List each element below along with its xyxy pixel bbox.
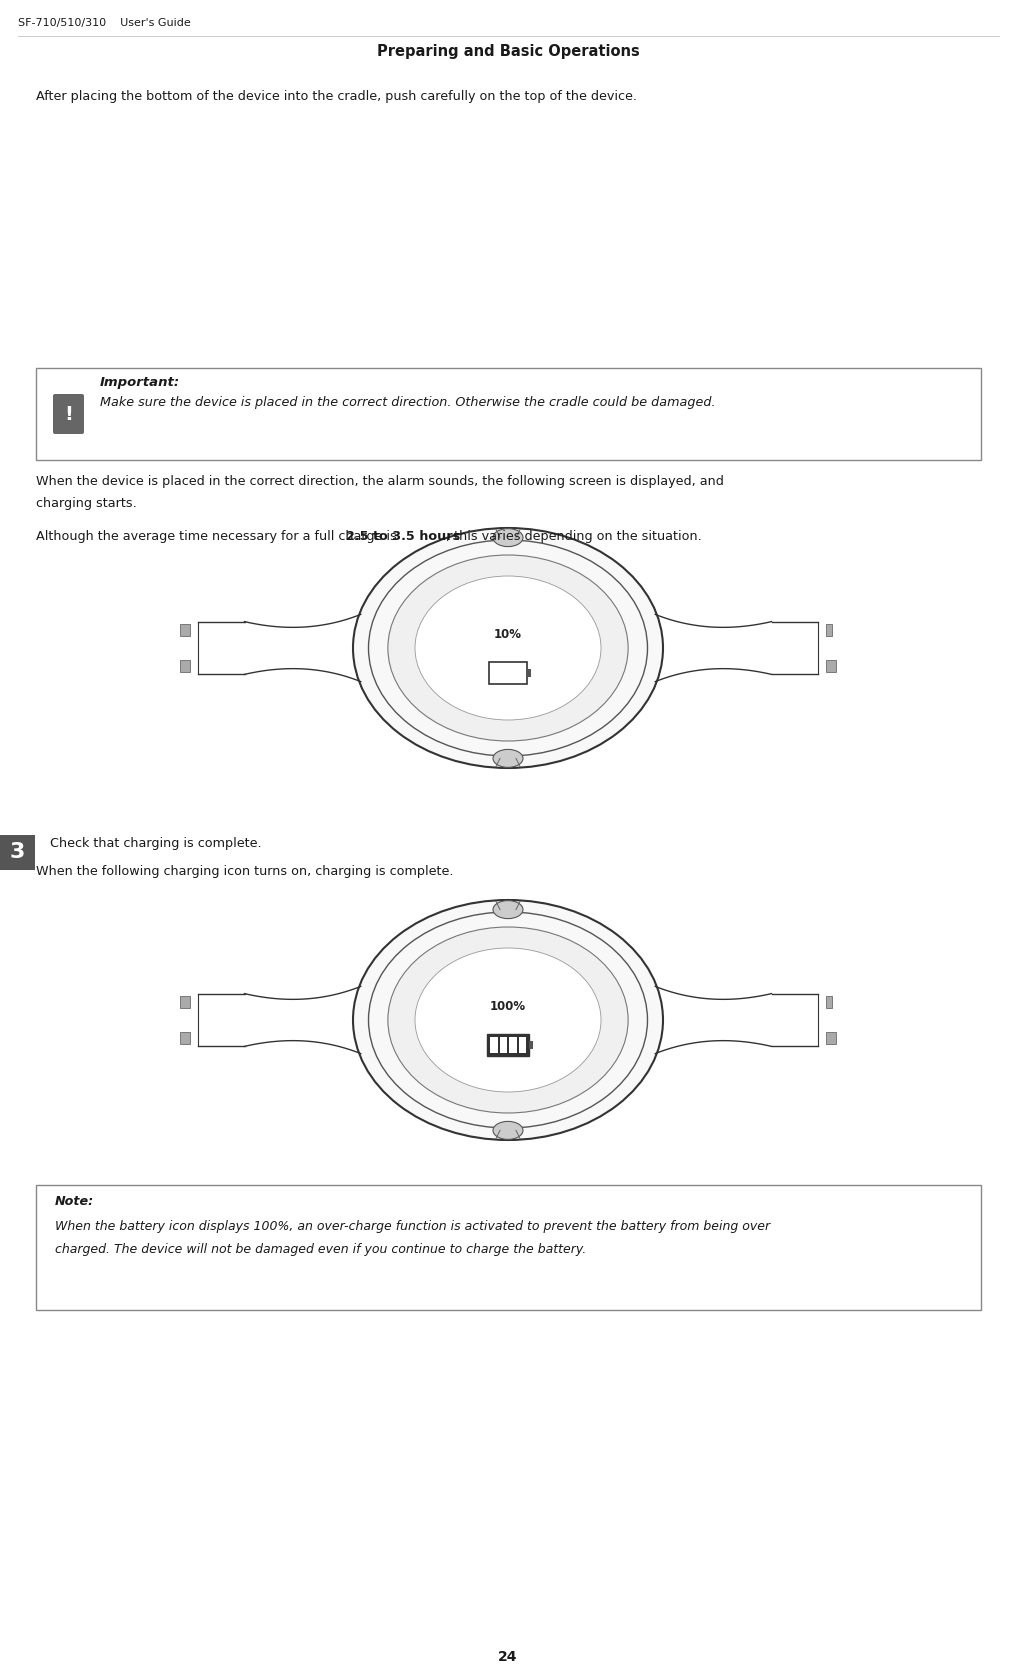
Bar xyxy=(490,1037,497,1053)
Bar xyxy=(826,1032,836,1044)
Bar xyxy=(826,660,836,672)
Ellipse shape xyxy=(415,577,601,721)
Text: When the device is placed in the correct direction, the alarm sounds, the follow: When the device is placed in the correct… xyxy=(36,474,724,488)
Bar xyxy=(519,1037,526,1053)
Text: 2.5 to 3.5 hours: 2.5 to 3.5 hours xyxy=(346,530,460,543)
FancyBboxPatch shape xyxy=(36,369,981,459)
Text: charging starts.: charging starts. xyxy=(36,498,136,510)
Text: !: ! xyxy=(64,404,73,424)
Bar xyxy=(180,996,190,1007)
Bar xyxy=(826,623,832,635)
FancyBboxPatch shape xyxy=(36,1185,981,1311)
Ellipse shape xyxy=(415,949,601,1093)
Ellipse shape xyxy=(353,900,663,1140)
Ellipse shape xyxy=(493,900,523,918)
Text: When the following charging icon turns on, charging is complete.: When the following charging icon turns o… xyxy=(36,865,454,878)
Text: Make sure the device is placed in the correct direction. Otherwise the cradle co: Make sure the device is placed in the co… xyxy=(100,396,716,409)
Text: Check that charging is complete.: Check that charging is complete. xyxy=(50,836,261,850)
Ellipse shape xyxy=(387,555,629,741)
Bar xyxy=(0,835,35,870)
Text: Note:: Note: xyxy=(55,1195,95,1208)
Text: When the battery icon displays 100%, an over-charge function is activated to pre: When the battery icon displays 100%, an … xyxy=(55,1220,770,1234)
Bar xyxy=(180,623,190,635)
Bar xyxy=(529,1041,533,1049)
Text: 24: 24 xyxy=(498,1649,518,1664)
Text: After placing the bottom of the device into the cradle, push carefully on the to: After placing the bottom of the device i… xyxy=(36,91,637,102)
Ellipse shape xyxy=(493,528,523,546)
Text: , this varies depending on the situation.: , this varies depending on the situation… xyxy=(446,530,702,543)
Text: 3: 3 xyxy=(10,843,25,863)
Bar xyxy=(527,669,531,677)
Ellipse shape xyxy=(353,528,663,768)
Bar xyxy=(499,1037,507,1053)
Bar xyxy=(180,660,190,672)
Ellipse shape xyxy=(493,1121,523,1140)
Ellipse shape xyxy=(368,912,648,1128)
Text: 100%: 100% xyxy=(490,999,526,1012)
Ellipse shape xyxy=(387,927,629,1113)
Bar xyxy=(487,1034,529,1056)
Text: Important:: Important: xyxy=(100,375,180,389)
Text: Preparing and Basic Operations: Preparing and Basic Operations xyxy=(376,44,640,59)
Text: charged. The device will not be damaged even if you continue to charge the batte: charged. The device will not be damaged … xyxy=(55,1244,586,1255)
Text: Although the average time necessary for a full charge is: Although the average time necessary for … xyxy=(36,530,401,543)
Bar xyxy=(180,1032,190,1044)
Bar xyxy=(826,996,832,1007)
Bar xyxy=(508,1037,517,1053)
Text: 10%: 10% xyxy=(494,627,522,640)
Bar xyxy=(489,662,527,684)
FancyBboxPatch shape xyxy=(53,394,84,434)
Ellipse shape xyxy=(493,749,523,768)
Ellipse shape xyxy=(368,540,648,756)
Text: SF-710/510/310    User's Guide: SF-710/510/310 User's Guide xyxy=(18,18,191,28)
